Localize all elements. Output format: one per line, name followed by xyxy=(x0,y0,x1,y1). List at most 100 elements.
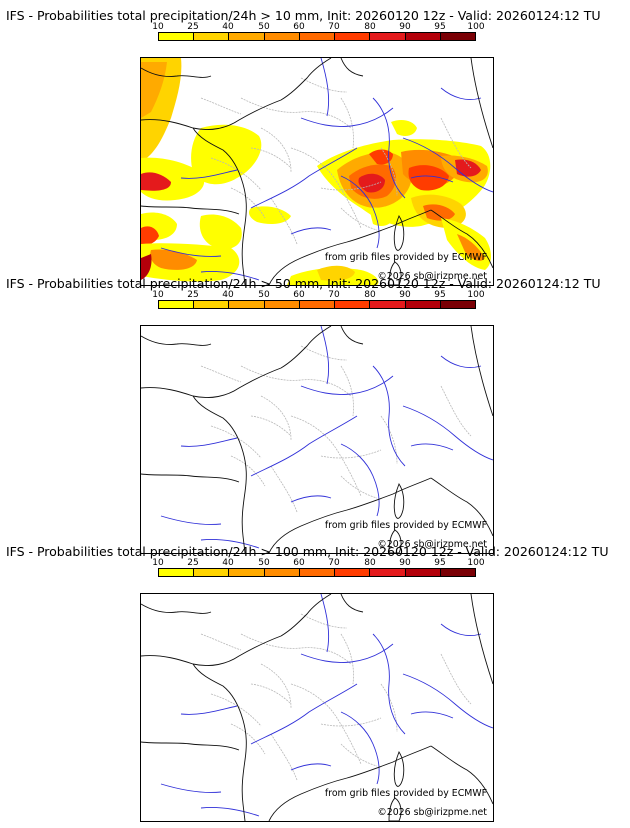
colorbar-swatch xyxy=(335,33,371,40)
colorbar-tick: 10 xyxy=(152,22,164,32)
colorbar-tick: 40 xyxy=(222,22,234,32)
region-boundary xyxy=(260,663,292,709)
panel-title: IFS - Probabilities total precipitation/… xyxy=(6,276,601,291)
probability-map: from grib files provided by ECMWF ©2026 … xyxy=(140,325,494,554)
river xyxy=(320,594,330,653)
river xyxy=(290,763,332,771)
coastline xyxy=(393,483,405,519)
river xyxy=(250,683,358,745)
precip-area xyxy=(369,149,393,165)
colorbar xyxy=(158,568,476,577)
coastline xyxy=(192,663,247,821)
panel-title: IFS - Probabilities total precipitation/… xyxy=(6,544,609,559)
coastline xyxy=(430,209,493,269)
coastline xyxy=(470,58,493,149)
colorbar-swatch xyxy=(229,569,265,576)
map-drawing xyxy=(141,58,493,285)
precip-area xyxy=(423,204,455,221)
colorbar-tick: 25 xyxy=(187,22,199,32)
colorbar-swatch xyxy=(229,33,265,40)
colorbar-swatch xyxy=(405,569,441,576)
river xyxy=(440,355,482,368)
colorbar-tick: 40 xyxy=(222,558,234,568)
colorbar-tick: 70 xyxy=(328,290,340,300)
region-boundary xyxy=(260,395,292,441)
colorbar-swatch xyxy=(299,569,336,576)
river xyxy=(402,673,493,729)
colorbar-tick: 95 xyxy=(434,558,446,568)
colorbar-swatch xyxy=(264,301,300,308)
coastline xyxy=(268,209,432,285)
river xyxy=(320,326,330,385)
river xyxy=(410,175,454,183)
region-boundary xyxy=(200,365,242,383)
river xyxy=(180,437,238,447)
coastline xyxy=(388,529,402,553)
region-boundary xyxy=(340,633,354,685)
river xyxy=(180,705,238,715)
map-drawing xyxy=(141,326,493,553)
colorbar-swatch xyxy=(229,301,265,308)
map-drawing xyxy=(141,594,493,821)
region-boundary xyxy=(340,207,378,231)
colorbar-tick: 25 xyxy=(187,558,199,568)
coastline xyxy=(141,741,240,751)
precip-area xyxy=(141,172,171,191)
region-boundary xyxy=(380,683,398,733)
copyright-credit: ©2026 sb@irizpme.net xyxy=(377,807,487,818)
precip-area xyxy=(391,120,417,136)
region-boundary xyxy=(340,743,378,767)
colorbar-tick: 10 xyxy=(152,558,164,568)
precip-area xyxy=(141,226,159,245)
river xyxy=(180,169,238,179)
region-boundary xyxy=(440,385,472,437)
colorbar-swatch xyxy=(194,33,230,40)
source-credit: from grib files provided by ECMWF xyxy=(324,788,487,799)
river xyxy=(300,375,394,395)
region-boundary xyxy=(230,723,266,755)
region-boundary xyxy=(300,613,348,629)
region-boundary xyxy=(300,77,348,93)
coastline xyxy=(268,477,432,553)
colorbar-swatch xyxy=(159,301,195,308)
coastline xyxy=(141,473,240,483)
precip-area xyxy=(317,265,355,281)
region-boundary xyxy=(240,365,352,397)
region-boundary xyxy=(320,717,382,727)
precip-area xyxy=(199,214,242,250)
coastline xyxy=(393,215,405,251)
colorbar-tick: 80 xyxy=(364,558,376,568)
source-credit: from grib files provided by ECMWF xyxy=(324,520,487,531)
colorbar-swatch xyxy=(405,33,441,40)
colorbar-swatch xyxy=(159,33,195,40)
region-boundary xyxy=(260,127,292,173)
coastline xyxy=(340,58,364,77)
river xyxy=(290,495,332,503)
region-boundary xyxy=(270,465,298,513)
colorbar-tick: 70 xyxy=(328,558,340,568)
river xyxy=(300,107,394,127)
region-boundary xyxy=(200,633,242,651)
colorbar-swatch xyxy=(335,301,371,308)
region-boundary xyxy=(210,157,262,191)
colorbar-tick: 25 xyxy=(187,290,199,300)
colorbar-tick: 90 xyxy=(399,22,411,32)
region-boundary xyxy=(300,345,348,361)
colorbar-tick: 90 xyxy=(399,290,411,300)
colorbar-tick: 80 xyxy=(364,22,376,32)
river xyxy=(300,643,394,663)
probability-map: from grib files provided by ECMWF ©2026 … xyxy=(140,57,494,286)
colorbar xyxy=(158,300,476,309)
coastline xyxy=(141,205,240,215)
coastline xyxy=(192,127,247,285)
colorbar-tick: 80 xyxy=(364,290,376,300)
colorbar-swatch xyxy=(440,569,475,576)
coastline xyxy=(388,797,402,821)
region-boundary xyxy=(340,365,354,417)
precip-area xyxy=(249,206,291,224)
panel-10mm: IFS - Probabilities total precipitation/… xyxy=(0,8,630,286)
river xyxy=(440,623,482,636)
region-boundary xyxy=(250,683,292,705)
colorbar-tick: 100 xyxy=(467,22,485,32)
region-boundary xyxy=(230,455,266,487)
